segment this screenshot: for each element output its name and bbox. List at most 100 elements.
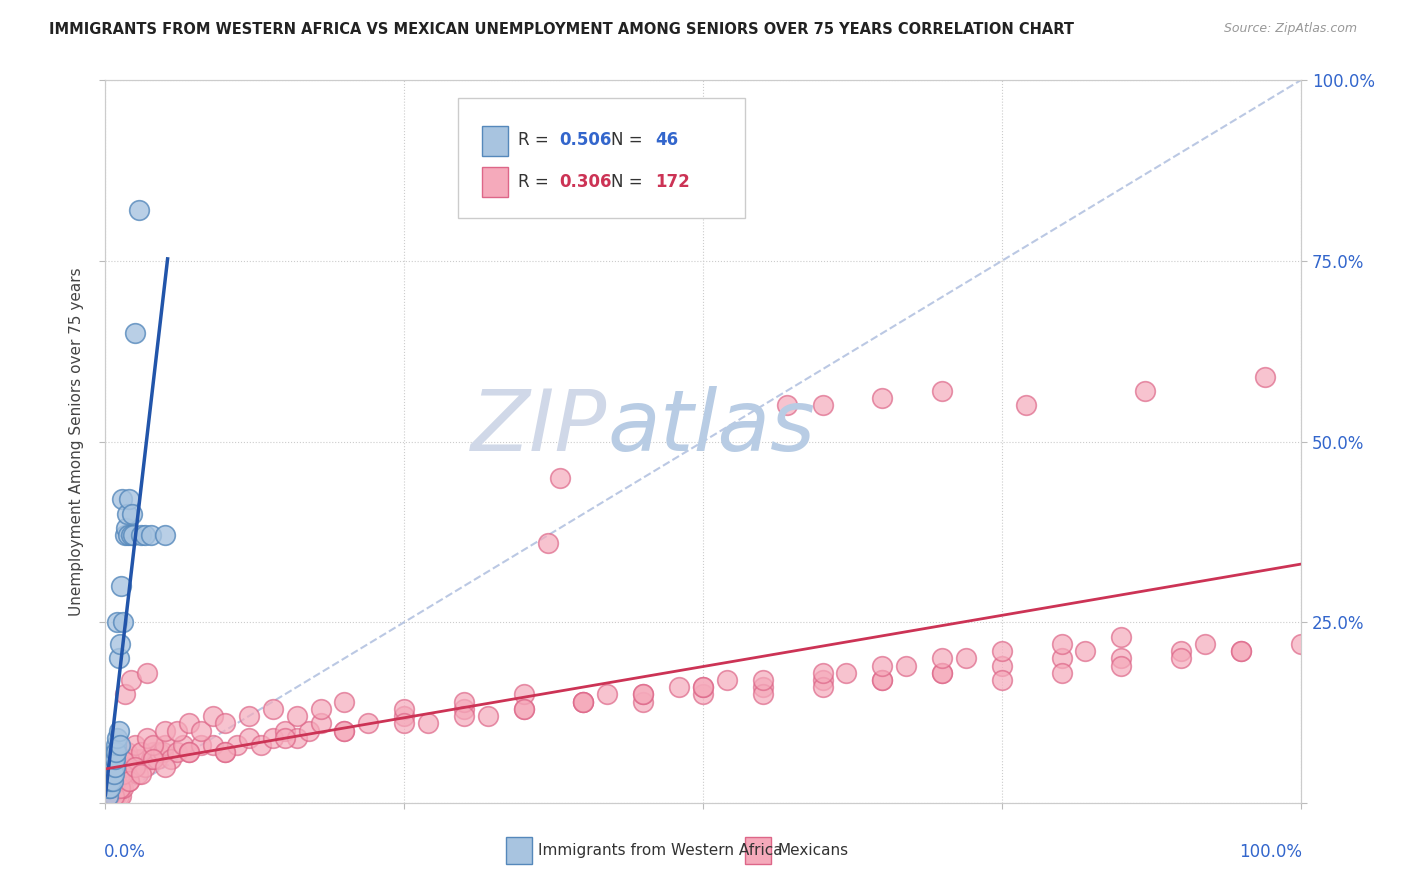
- Text: 100.0%: 100.0%: [1239, 843, 1302, 861]
- Point: [110, 789, 132, 803]
- Point: [108, 781, 131, 796]
- Point: [136, 731, 159, 745]
- Point: [262, 731, 284, 745]
- Point: [931, 665, 953, 680]
- Point: [166, 745, 188, 759]
- Point: [98, 781, 121, 796]
- Point: [238, 731, 260, 745]
- Point: [333, 723, 356, 738]
- Point: [104, 752, 127, 766]
- Point: [418, 716, 440, 731]
- Point: [1289, 637, 1312, 651]
- Point: [513, 702, 536, 716]
- Point: [896, 658, 918, 673]
- Point: [107, 789, 129, 803]
- Point: [453, 702, 475, 716]
- FancyBboxPatch shape: [458, 98, 745, 218]
- Point: [872, 673, 894, 687]
- Point: [101, 789, 124, 803]
- Point: [101, 774, 124, 789]
- Point: [177, 716, 201, 731]
- Point: [114, 767, 136, 781]
- Point: [98, 760, 121, 774]
- Point: [633, 695, 655, 709]
- Point: [285, 731, 308, 745]
- Point: [931, 384, 953, 398]
- Point: [108, 767, 131, 781]
- Point: [190, 738, 212, 752]
- Point: [153, 760, 177, 774]
- Text: 0.306: 0.306: [560, 173, 612, 191]
- Point: [111, 492, 134, 507]
- Point: [1014, 398, 1036, 412]
- Point: [1050, 637, 1073, 651]
- Point: [97, 789, 120, 803]
- Text: 0.506: 0.506: [560, 131, 612, 149]
- Point: [105, 781, 128, 796]
- Point: [103, 767, 125, 781]
- Point: [107, 731, 129, 745]
- Point: [513, 687, 536, 701]
- Text: 172: 172: [655, 173, 690, 191]
- Point: [108, 781, 131, 796]
- Point: [190, 723, 212, 738]
- Point: [98, 767, 121, 781]
- Point: [142, 738, 165, 752]
- Point: [392, 709, 416, 723]
- Bar: [482, 167, 508, 197]
- Point: [177, 745, 201, 759]
- Point: [453, 695, 475, 709]
- Point: [120, 528, 142, 542]
- Point: [872, 391, 894, 405]
- Point: [103, 781, 125, 796]
- Point: [104, 781, 127, 796]
- Point: [931, 651, 953, 665]
- Text: N =: N =: [612, 173, 648, 191]
- Point: [225, 738, 249, 752]
- Point: [124, 760, 146, 774]
- Point: [668, 680, 690, 694]
- Point: [117, 528, 139, 542]
- Point: [453, 709, 475, 723]
- Point: [129, 752, 153, 766]
- Point: [105, 738, 128, 752]
- Point: [98, 774, 121, 789]
- Point: [931, 665, 953, 680]
- Point: [107, 760, 129, 774]
- Point: [357, 716, 380, 731]
- Point: [139, 752, 162, 766]
- Point: [111, 774, 134, 789]
- Point: [98, 789, 121, 803]
- Point: [1050, 651, 1073, 665]
- Point: [98, 789, 121, 803]
- Bar: [482, 126, 508, 156]
- Bar: [745, 837, 770, 864]
- Point: [142, 752, 165, 766]
- Point: [128, 203, 150, 218]
- Point: [104, 745, 127, 759]
- Point: [105, 789, 128, 803]
- Text: atlas: atlas: [607, 385, 815, 468]
- Point: [108, 637, 131, 651]
- Point: [100, 789, 122, 803]
- Point: [118, 774, 141, 789]
- Point: [1229, 644, 1251, 658]
- Point: [98, 767, 121, 781]
- Text: 46: 46: [655, 131, 678, 149]
- Point: [392, 702, 416, 716]
- Point: [139, 528, 162, 542]
- Point: [107, 781, 129, 796]
- Point: [136, 665, 159, 680]
- Point: [107, 723, 129, 738]
- Point: [811, 398, 834, 412]
- Point: [1111, 651, 1133, 665]
- Point: [110, 579, 132, 593]
- Point: [1170, 644, 1192, 658]
- Point: [103, 760, 125, 774]
- Point: [103, 774, 125, 789]
- Point: [153, 738, 177, 752]
- Point: [100, 774, 122, 789]
- Point: [104, 760, 127, 774]
- Point: [333, 723, 356, 738]
- Point: [111, 752, 134, 766]
